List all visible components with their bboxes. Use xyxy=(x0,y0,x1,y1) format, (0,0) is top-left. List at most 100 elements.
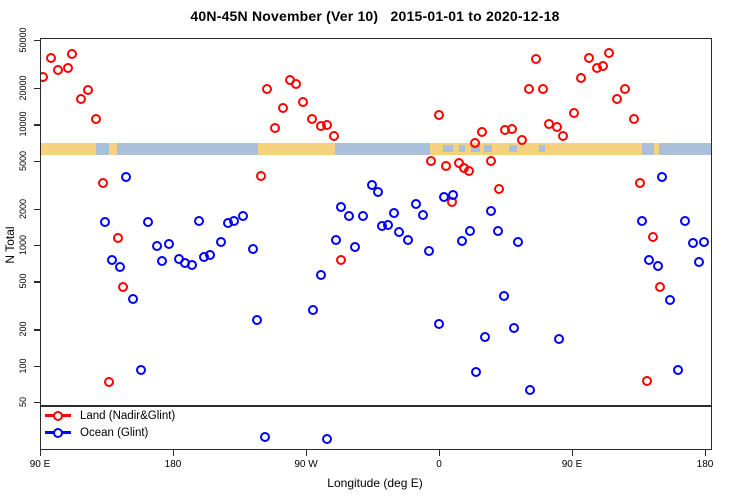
legend-label-ocean: Ocean (Glint) xyxy=(80,426,149,439)
data-point xyxy=(612,94,623,105)
data-point xyxy=(698,236,709,247)
data-point xyxy=(479,332,490,343)
x-tick-label: 0 xyxy=(436,459,442,470)
data-point xyxy=(98,177,109,188)
data-point xyxy=(193,216,204,227)
data-point xyxy=(76,94,87,105)
data-point xyxy=(228,216,239,227)
data-point xyxy=(335,201,346,212)
data-point xyxy=(67,49,78,60)
data-point xyxy=(470,138,481,149)
data-point xyxy=(476,127,487,138)
data-point xyxy=(656,172,667,183)
data-point xyxy=(307,113,318,124)
data-point xyxy=(634,177,645,188)
x-axis-label: Longitude (deg E) xyxy=(327,476,423,490)
ocean-marker-icon xyxy=(45,427,71,438)
y-tick xyxy=(34,208,40,211)
data-point xyxy=(308,305,319,316)
data-point xyxy=(128,293,139,304)
data-point xyxy=(687,237,698,248)
y-tick xyxy=(34,40,40,42)
data-point xyxy=(321,120,332,131)
data-point xyxy=(693,256,704,267)
data-point xyxy=(523,84,534,95)
data-point xyxy=(652,260,663,271)
data-point xyxy=(329,131,340,142)
y-tick xyxy=(34,329,40,331)
x-tick xyxy=(572,450,574,456)
data-point xyxy=(680,216,690,227)
y-tick-label: 5000 xyxy=(18,150,28,171)
data-point xyxy=(367,180,378,191)
x-tick-label: 90 E xyxy=(561,459,583,470)
data-point xyxy=(90,114,101,125)
data-point xyxy=(278,102,289,113)
x-tick-label: 90 E xyxy=(29,459,51,470)
data-point xyxy=(269,122,280,133)
legend-item-land: Land (Nadir&Glint) xyxy=(45,407,175,424)
data-point xyxy=(485,206,496,217)
y-tick xyxy=(34,160,40,163)
data-point xyxy=(423,245,434,256)
chart-title: 40N-45N November (Ver 10) 2015-01-01 to … xyxy=(190,8,560,24)
data-point xyxy=(298,97,308,108)
y-tick-label: 20000 xyxy=(18,75,28,101)
data-point xyxy=(142,217,153,228)
data-point xyxy=(597,61,608,72)
map-band-ocean-speck xyxy=(509,145,517,153)
data-point xyxy=(538,84,548,95)
data-point xyxy=(433,109,444,120)
y-tick-label: 500 xyxy=(18,273,28,289)
data-point xyxy=(63,62,74,73)
map-band-land-segment xyxy=(429,143,642,155)
data-point xyxy=(637,216,647,227)
data-point xyxy=(448,189,458,200)
data-point xyxy=(82,85,93,96)
data-point xyxy=(418,210,428,221)
data-point xyxy=(248,244,259,255)
data-point xyxy=(583,53,594,64)
y-tick xyxy=(34,365,40,368)
data-point xyxy=(205,250,216,261)
data-point xyxy=(238,210,248,221)
data-point xyxy=(163,238,174,249)
y-tick-label: 100 xyxy=(18,358,28,374)
x-tick xyxy=(306,450,308,456)
reference-line xyxy=(41,405,711,407)
data-point xyxy=(215,236,226,247)
data-point xyxy=(316,270,327,281)
data-point xyxy=(463,165,474,176)
data-point xyxy=(553,334,564,345)
data-point xyxy=(389,207,400,218)
data-point xyxy=(498,291,509,302)
y-tick-label: 2000 xyxy=(18,198,28,219)
data-point xyxy=(403,235,414,246)
data-point xyxy=(485,155,496,166)
data-point xyxy=(343,210,354,221)
legend: Land (Nadir&Glint) Ocean (Glint) xyxy=(45,407,175,441)
x-tick xyxy=(40,450,42,456)
y-tick xyxy=(34,245,40,247)
data-point xyxy=(493,226,504,237)
map-band-land-segment xyxy=(257,143,336,155)
x-tick-label: 90 W xyxy=(294,459,318,470)
data-point xyxy=(441,161,452,172)
data-point xyxy=(112,232,123,243)
y-axis-label: N Total xyxy=(3,226,17,264)
x-tick-label: 180 xyxy=(164,459,182,470)
y-tick-label: 50 xyxy=(18,396,28,407)
map-band-ocean-speck xyxy=(459,145,466,153)
map-band-ocean-speck xyxy=(442,145,454,153)
y-tick-label: 200 xyxy=(18,321,28,337)
x-tick xyxy=(173,450,175,456)
map-band-land-segment xyxy=(108,143,117,155)
data-point xyxy=(604,48,615,59)
legend-item-ocean: Ocean (Glint) xyxy=(45,424,175,441)
data-point xyxy=(513,236,524,247)
data-point xyxy=(157,256,168,267)
data-point xyxy=(99,217,110,228)
data-point xyxy=(557,131,568,142)
data-point xyxy=(382,219,393,230)
